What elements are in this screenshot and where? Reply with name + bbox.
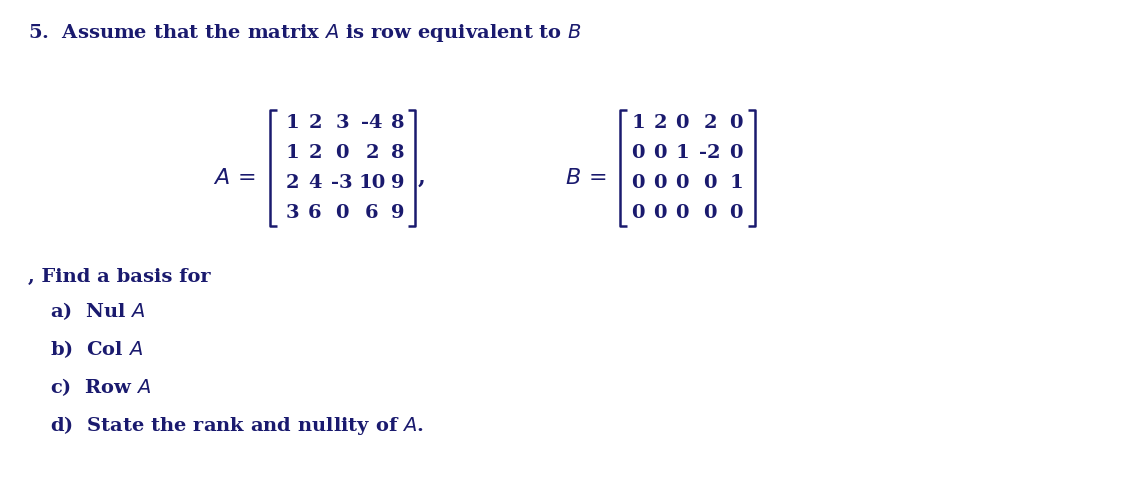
Text: 0: 0 <box>676 114 689 132</box>
Text: 2: 2 <box>365 144 378 162</box>
Text: b)  Col $A$: b) Col $A$ <box>50 338 143 360</box>
Text: 2: 2 <box>309 144 322 162</box>
Text: 8: 8 <box>391 114 404 132</box>
Text: $A\,=$: $A\,=$ <box>213 167 256 189</box>
Text: 0: 0 <box>336 144 349 162</box>
Text: 2: 2 <box>285 174 298 192</box>
Text: -4: -4 <box>361 114 383 132</box>
Text: 1: 1 <box>285 114 298 132</box>
Text: 0: 0 <box>653 204 667 222</box>
Text: 2: 2 <box>653 114 667 132</box>
Text: c)  Row $A$: c) Row $A$ <box>50 376 152 398</box>
Text: 0: 0 <box>730 144 743 162</box>
Text: 0: 0 <box>632 144 645 162</box>
Text: 0: 0 <box>336 204 349 222</box>
Text: 6: 6 <box>309 204 322 222</box>
Text: 0: 0 <box>632 204 645 222</box>
Text: 9: 9 <box>391 204 404 222</box>
Text: 10: 10 <box>358 174 385 192</box>
Text: 4: 4 <box>309 174 322 192</box>
Text: 1: 1 <box>632 114 645 132</box>
Text: a)  Nul $A$: a) Nul $A$ <box>50 300 145 322</box>
Text: 9: 9 <box>391 174 404 192</box>
Text: -2: -2 <box>699 144 721 162</box>
Text: 0: 0 <box>676 204 689 222</box>
Text: 0: 0 <box>730 114 743 132</box>
Text: 6: 6 <box>365 204 378 222</box>
Text: 2: 2 <box>309 114 322 132</box>
Text: 1: 1 <box>730 174 743 192</box>
Text: 0: 0 <box>704 174 717 192</box>
Text: 1: 1 <box>676 144 689 162</box>
Text: 0: 0 <box>632 174 645 192</box>
Text: 0: 0 <box>704 204 717 222</box>
Text: 3: 3 <box>336 114 349 132</box>
Text: 0: 0 <box>730 204 743 222</box>
Text: 3: 3 <box>285 204 298 222</box>
Text: 1: 1 <box>285 144 298 162</box>
Text: 0: 0 <box>653 174 667 192</box>
Text: 2: 2 <box>704 114 717 132</box>
Text: $B\,=$: $B\,=$ <box>565 167 607 189</box>
Text: 8: 8 <box>391 144 404 162</box>
Text: ,: , <box>418 167 426 189</box>
Text: 0: 0 <box>676 174 689 192</box>
Text: 0: 0 <box>653 144 667 162</box>
Text: , Find a basis for: , Find a basis for <box>28 268 211 286</box>
Text: d)  State the rank and nullity of $A$.: d) State the rank and nullity of $A$. <box>50 414 423 437</box>
Text: -3: -3 <box>331 174 352 192</box>
Text: 5.  Assume that the matrix $A$ is row equivalent to $B$: 5. Assume that the matrix $A$ is row equ… <box>28 22 582 44</box>
